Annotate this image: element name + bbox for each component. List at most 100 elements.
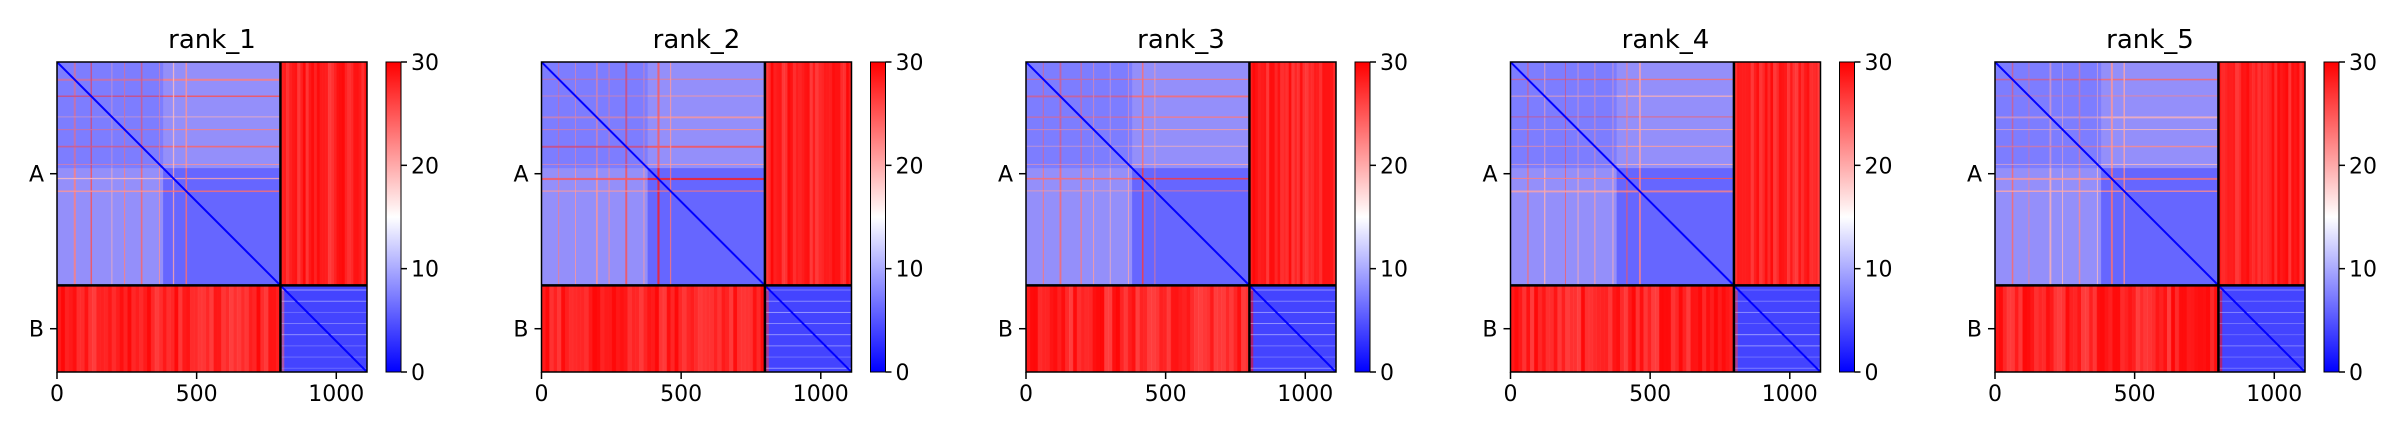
- texture-stripe: [1057, 285, 1062, 372]
- texture-stripe: [1733, 62, 1738, 286]
- texture-stripe: [103, 285, 109, 372]
- texture-stripe: [1065, 285, 1070, 372]
- heatmap: [1026, 62, 1336, 372]
- texture-stripe: [541, 95, 765, 97]
- texture-stripe: [2235, 62, 2239, 286]
- texture-stripe: [1330, 62, 1334, 286]
- texture-stripe: [1569, 285, 1574, 372]
- texture-stripe: [1249, 323, 1336, 324]
- diagonal: [57, 62, 367, 372]
- texture-stripe: [1626, 62, 1628, 286]
- texture-stripe: [2028, 62, 2030, 286]
- texture-stripe: [2069, 285, 2074, 372]
- texture-stripe: [1151, 285, 1156, 372]
- texture-stripe: [1798, 62, 1802, 286]
- x-tick-label: 0: [1019, 382, 1033, 407]
- colorbar-tick-label: 30: [411, 51, 439, 76]
- colorbar-tick-label: 10: [2349, 258, 2377, 283]
- texture-stripe: [795, 62, 799, 286]
- colorbar-tick-label: 10: [896, 258, 924, 283]
- texture-stripe: [607, 285, 613, 372]
- texture-stripe: [1147, 285, 1152, 372]
- texture-stripe: [784, 62, 788, 286]
- texture-patch: [2101, 62, 2219, 169]
- texture-stripe: [313, 62, 318, 286]
- texture-stripe: [1088, 285, 1093, 372]
- texture-stripe: [1277, 62, 1281, 286]
- texture-patch: [1132, 62, 1250, 169]
- texture-stripe: [1119, 285, 1125, 372]
- texture-stripe: [1526, 285, 1531, 372]
- colorbar-tick-label: 20: [2349, 154, 2377, 179]
- x-tick-label: 500: [660, 382, 702, 407]
- texture-stripe: [2131, 285, 2137, 372]
- texture-stripe: [541, 78, 765, 80]
- texture-stripe: [111, 285, 117, 372]
- texture-stripe: [2210, 285, 2215, 372]
- texture-stripe: [1729, 285, 1734, 372]
- texture-stripe: [158, 285, 164, 372]
- texture-stripe: [1096, 285, 1101, 372]
- texture-stripe: [2218, 289, 2305, 291]
- texture-stripe: [280, 345, 367, 347]
- texture-stripe: [244, 285, 250, 372]
- texture-stripe: [674, 285, 679, 372]
- texture-stripe: [1280, 62, 1284, 286]
- texture-stripe: [812, 62, 816, 286]
- panel-3: rank_3 0 500 1000 A B 0 10 20 30: [998, 25, 1408, 407]
- texture-stripe: [1596, 285, 1601, 372]
- texture-stripe: [1166, 285, 1172, 372]
- texture-stripe: [341, 62, 346, 286]
- texture-stripe: [1995, 285, 2000, 372]
- texture-stripe: [286, 62, 290, 286]
- texture-stripe: [1789, 62, 1794, 286]
- texture-stripe: [1026, 95, 1250, 98]
- texture-stripe: [1249, 311, 1336, 313]
- texture-stripe: [1123, 285, 1129, 372]
- texture-stripe: [57, 145, 281, 148]
- texture-stripe: [1623, 285, 1629, 372]
- texture-stripe: [197, 285, 203, 372]
- texture-stripe: [1026, 78, 1250, 80]
- texture-stripe: [1104, 285, 1109, 372]
- texture-stripe: [1162, 285, 1168, 372]
- texture-stripe: [1080, 285, 1086, 372]
- texture-stripe: [623, 285, 629, 372]
- texture-stripe: [1666, 285, 1672, 372]
- texture-stripe: [1775, 62, 1780, 286]
- texture-stripe: [1249, 367, 1336, 369]
- texture-stripe: [2265, 62, 2270, 286]
- texture-stripe: [2151, 285, 2156, 372]
- texture-stripe: [801, 62, 805, 286]
- x-tick-label: 500: [176, 382, 218, 407]
- texture-stripe: [2030, 285, 2035, 372]
- texture-patch: [1995, 168, 2102, 286]
- texture-stripe: [701, 285, 707, 372]
- texture-stripe: [820, 62, 825, 286]
- texture-stripe: [84, 285, 89, 372]
- texture-stripe: [705, 285, 711, 372]
- texture-stripe: [558, 62, 560, 286]
- texture-stripe: [826, 62, 830, 286]
- texture-stripe: [1186, 285, 1191, 372]
- texture-stripe: [2034, 285, 2039, 372]
- texture-stripe: [213, 285, 218, 372]
- texture-stripe: [135, 285, 140, 372]
- texture-stripe: [355, 62, 360, 286]
- diagonal: [1510, 62, 1821, 372]
- texture-stripe: [1209, 285, 1215, 372]
- texture-stripe: [1736, 62, 1741, 286]
- texture-stripe: [1733, 345, 1821, 347]
- y-tick-label: B: [513, 318, 528, 343]
- texture-stripe: [1131, 285, 1136, 372]
- texture-stripe: [193, 285, 199, 372]
- texture-stripe: [2088, 285, 2094, 372]
- texture-stripe: [1257, 62, 1262, 286]
- texture-stripe: [319, 62, 323, 286]
- texture-stripe: [760, 285, 765, 372]
- texture-stripe: [2120, 285, 2125, 372]
- texture-stripe: [541, 145, 765, 148]
- texture-stripe: [170, 285, 175, 372]
- texture-stripe: [1135, 285, 1140, 372]
- texture-stripe: [225, 285, 230, 372]
